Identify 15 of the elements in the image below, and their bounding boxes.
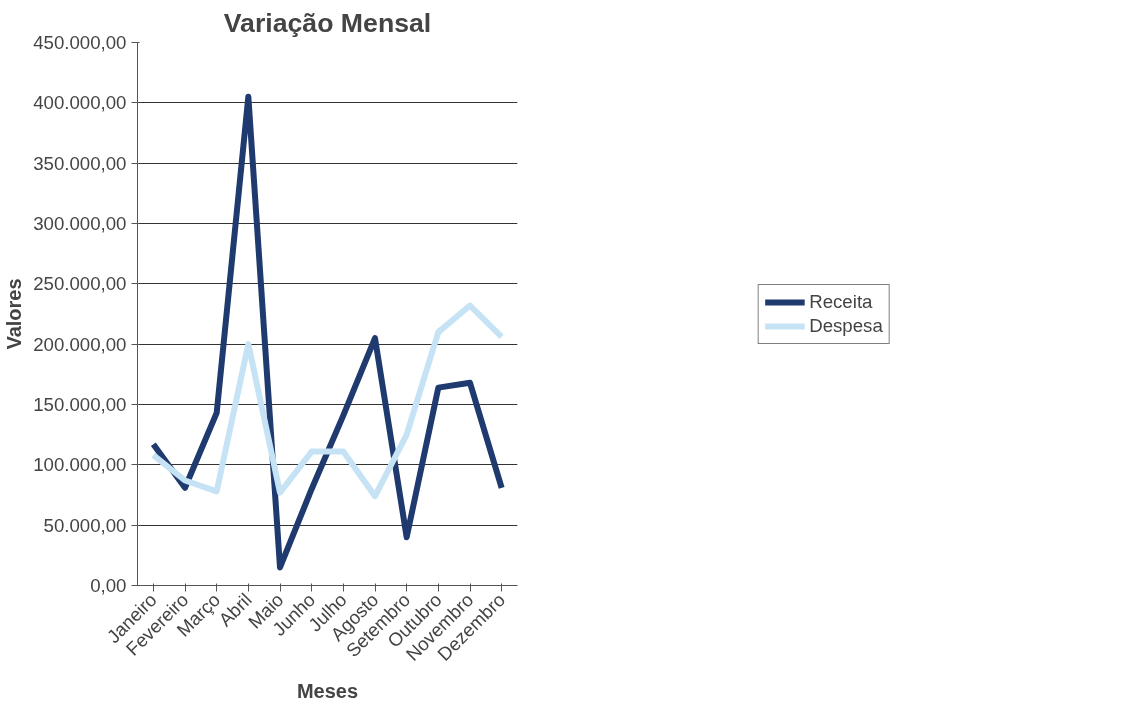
y-tick-label: 150.000,00 bbox=[33, 394, 127, 415]
legend-label: Receita bbox=[809, 290, 873, 313]
y-axis-title: Valores bbox=[3, 278, 26, 350]
y-tick-label: 100.000,00 bbox=[33, 454, 127, 476]
y-tick-label: 250.000,00 bbox=[33, 273, 127, 295]
y-tick-label: 450.000,00 bbox=[33, 32, 127, 53]
legend-label: Despesa bbox=[809, 314, 883, 337]
chart-title: Variação Mensal bbox=[223, 7, 432, 38]
y-tick-label: 300.000,00 bbox=[33, 213, 127, 234]
y-tick-label: 350.000,00 bbox=[33, 152, 127, 174]
y-tick-label: 50.000,00 bbox=[43, 514, 127, 536]
y-tick-label: 200.000,00 bbox=[33, 333, 127, 355]
y-tick-label: 400.000,00 bbox=[33, 92, 127, 114]
x-axis-title: Meses bbox=[296, 680, 359, 703]
y-tick-label: 0,00 bbox=[90, 575, 127, 596]
